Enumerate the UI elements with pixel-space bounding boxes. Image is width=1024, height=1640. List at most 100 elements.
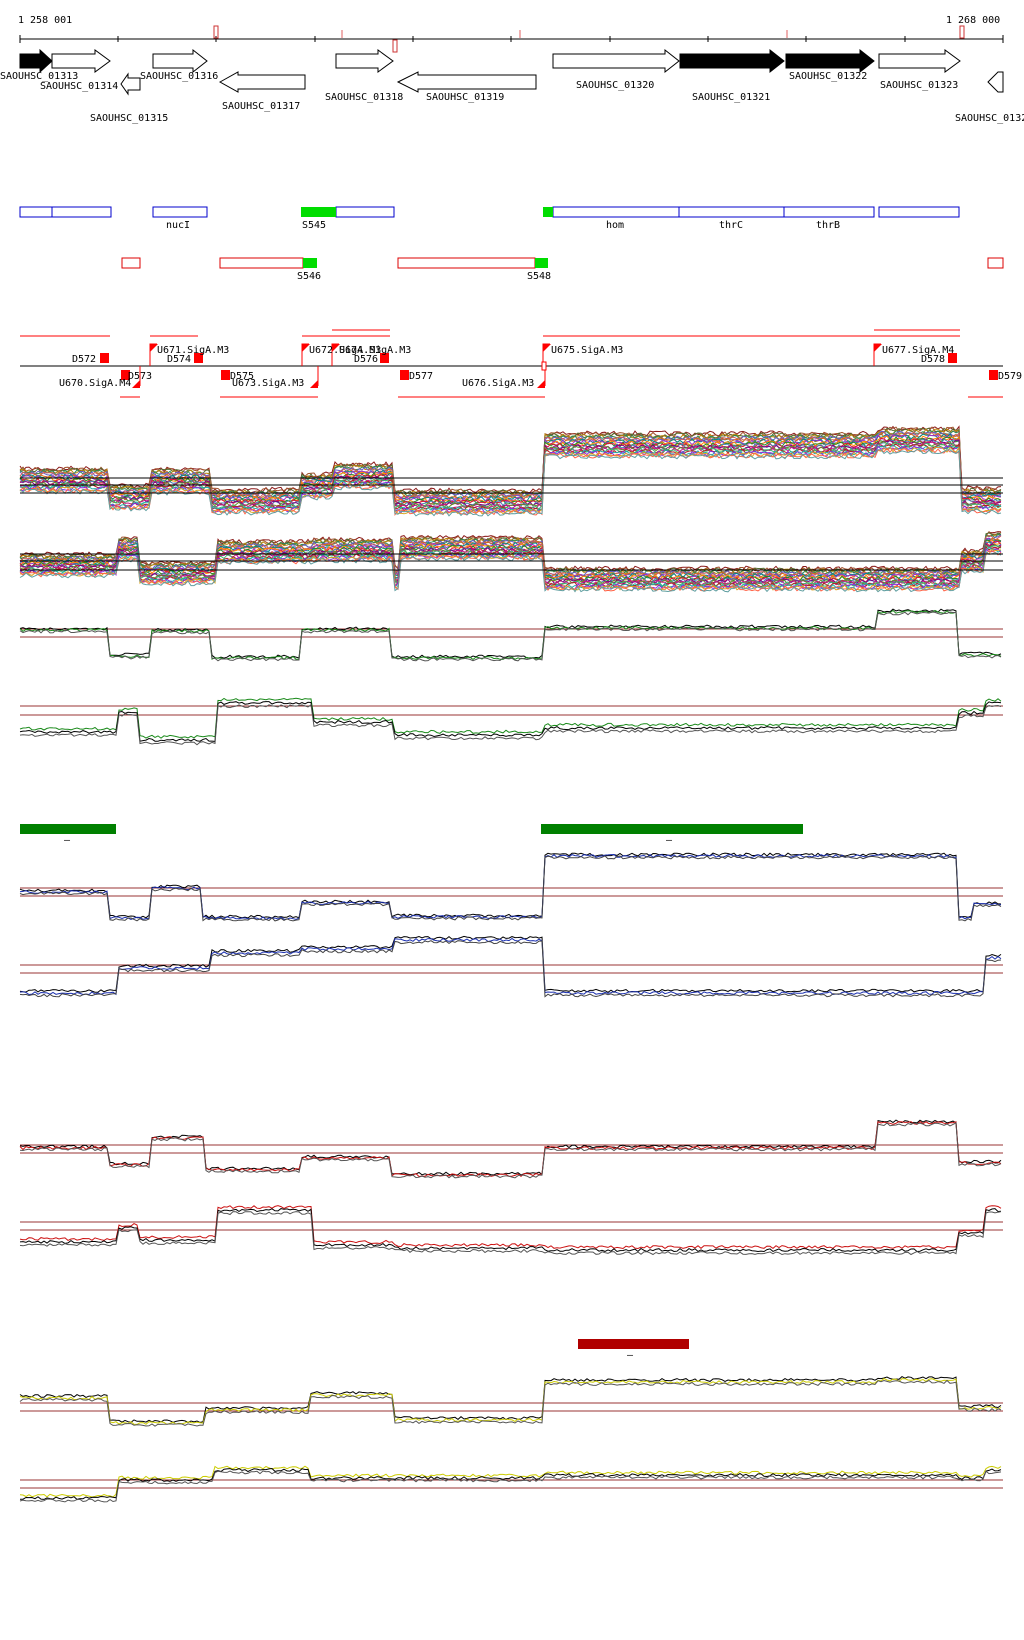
expression-track-yellow-minus bbox=[19, 1465, 1003, 1503]
promoter-marker[interactable] bbox=[541, 361, 547, 371]
expression-track-yellow-plus bbox=[19, 1375, 1003, 1427]
annotation-box[interactable] bbox=[878, 206, 960, 218]
expression-track-red-plus bbox=[19, 1119, 1003, 1179]
gene-label: SAOUHSC_0132 bbox=[955, 113, 1024, 124]
annotation-box[interactable] bbox=[19, 206, 53, 218]
expression-track-red-minus bbox=[19, 1205, 1003, 1256]
segment-label: S548 bbox=[527, 271, 551, 282]
profile-line bbox=[19, 701, 1002, 742]
ruler-marker bbox=[959, 25, 965, 39]
expression-track-green-plus bbox=[19, 608, 1003, 662]
promoter-label: U673.SigA.M3 bbox=[232, 378, 304, 389]
ruler-marker bbox=[341, 30, 343, 38]
profile-line bbox=[19, 1375, 1002, 1423]
condition-bar[interactable] bbox=[578, 1339, 689, 1349]
expression-track-green-minus bbox=[19, 697, 1003, 746]
gene-label: SAOUHSC_01317 bbox=[222, 101, 300, 112]
gene-label: SAOUHSC_01323 bbox=[880, 80, 958, 91]
gene-label: SAOUHSC_01315 bbox=[90, 113, 168, 124]
gene-arrow[interactable] bbox=[120, 72, 141, 96]
gene-arrow[interactable] bbox=[51, 49, 111, 73]
annotation-box[interactable] bbox=[678, 206, 785, 218]
profile-line bbox=[19, 1208, 1002, 1253]
terminator-marker[interactable] bbox=[380, 353, 389, 363]
annotation-box[interactable] bbox=[152, 206, 208, 218]
gene-arrow[interactable] bbox=[679, 48, 785, 74]
terminator-label: D577 bbox=[409, 371, 433, 382]
ruler-end-label: 1 268 000 bbox=[946, 15, 1000, 26]
profile-line bbox=[19, 550, 1002, 593]
gene-arrow[interactable] bbox=[785, 48, 875, 74]
annotation-box[interactable] bbox=[51, 206, 112, 218]
profile-line bbox=[19, 608, 1002, 659]
condition-marker: – bbox=[627, 1350, 634, 1361]
gene-label: SAOUHSC_01314 bbox=[40, 81, 118, 92]
profile-line bbox=[19, 440, 1002, 509]
condition-bar[interactable] bbox=[20, 824, 116, 834]
profile-line bbox=[19, 611, 1002, 662]
gene-name-label: hom bbox=[606, 220, 624, 231]
profile-line bbox=[19, 697, 1002, 739]
annotation-box[interactable] bbox=[121, 257, 141, 269]
gene-name-label: nucI bbox=[166, 220, 190, 231]
profile-line bbox=[19, 1470, 1002, 1503]
profile-line bbox=[19, 1378, 1002, 1425]
annotation-track-red bbox=[121, 257, 1004, 269]
gene-arrow[interactable] bbox=[987, 71, 1004, 93]
annotation-box[interactable] bbox=[219, 257, 304, 269]
annotation-box[interactable] bbox=[552, 206, 680, 218]
terminator-marker[interactable] bbox=[948, 353, 957, 363]
profile-line bbox=[19, 539, 1002, 582]
profile-line bbox=[19, 433, 1002, 503]
profile-line bbox=[19, 940, 1002, 998]
profile-line bbox=[19, 609, 1002, 661]
gene-arrow[interactable] bbox=[552, 48, 680, 74]
profile-line bbox=[19, 703, 1002, 746]
profile-line bbox=[19, 549, 1002, 591]
terminator-marker[interactable] bbox=[121, 370, 130, 380]
gene-arrow[interactable] bbox=[335, 49, 394, 73]
segment-block[interactable] bbox=[535, 258, 548, 268]
expression-track-blue-minus bbox=[19, 935, 1003, 998]
expression-lines bbox=[19, 530, 1002, 593]
terminator-label: D574 bbox=[167, 354, 191, 365]
profile-line bbox=[19, 852, 1002, 919]
annotation-box[interactable] bbox=[987, 257, 1004, 269]
annotation-box[interactable] bbox=[783, 206, 875, 218]
promoter-terminator-track: D572 D573 D574 D575 D576 D577 D578 D579 … bbox=[20, 329, 1022, 398]
segment-label: S546 bbox=[297, 271, 321, 282]
terminator-marker[interactable] bbox=[100, 353, 109, 363]
terminator-marker[interactable] bbox=[989, 370, 998, 380]
segment-block[interactable] bbox=[303, 258, 317, 268]
segment-block[interactable] bbox=[543, 207, 553, 217]
terminator-label: D572 bbox=[72, 354, 96, 365]
profile-line bbox=[19, 445, 1002, 514]
gene-arrow[interactable] bbox=[396, 71, 537, 93]
terminator-marker[interactable] bbox=[194, 353, 203, 363]
profile-line bbox=[19, 1211, 1002, 1256]
ruler-marker bbox=[519, 30, 521, 38]
profile-line bbox=[19, 1379, 1002, 1427]
annotation-box[interactable] bbox=[335, 206, 395, 218]
gene-arrow[interactable] bbox=[218, 71, 306, 93]
promoter-label: U676.SigA.M3 bbox=[462, 378, 534, 389]
gene-arrow[interactable] bbox=[19, 48, 53, 74]
segment-block[interactable] bbox=[301, 207, 336, 217]
gene-arrow[interactable] bbox=[878, 49, 961, 73]
terminator-marker[interactable] bbox=[221, 370, 230, 380]
profile-line bbox=[19, 1122, 1002, 1179]
gene-name-label: thrC bbox=[719, 220, 743, 231]
terminator-marker[interactable] bbox=[400, 370, 409, 380]
segment-label: S545 bbox=[302, 220, 326, 231]
profile-line bbox=[19, 1119, 1002, 1176]
gene-label: SAOUHSC_01316 bbox=[140, 71, 218, 82]
condition-marker: – bbox=[64, 835, 71, 846]
profile-line bbox=[19, 853, 1002, 921]
gene-label: SAOUHSC_01321 bbox=[692, 92, 770, 103]
terminator-label: D576 bbox=[354, 354, 378, 365]
annotation-box[interactable] bbox=[397, 257, 536, 269]
gene-arrow[interactable] bbox=[152, 48, 208, 74]
condition-bar[interactable] bbox=[541, 824, 803, 834]
annotation-track-blue bbox=[19, 206, 960, 218]
gene-label: SAOUHSC_01318 bbox=[325, 92, 403, 103]
